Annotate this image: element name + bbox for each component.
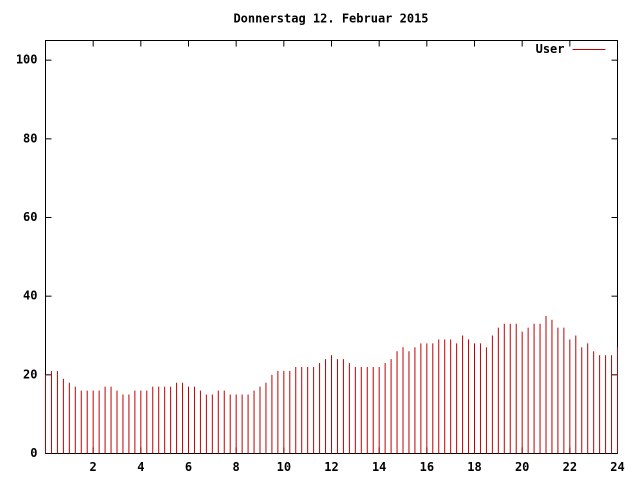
y-tick-label: 0 <box>30 446 37 460</box>
y-tick-label: 20 <box>23 367 37 381</box>
x-tick-label: 14 <box>372 460 386 474</box>
legend-label: User <box>536 42 565 56</box>
chart-title: Donnerstag 12. Februar 2015 <box>233 12 428 26</box>
x-tick-label: 20 <box>515 460 529 474</box>
x-tick-label: 2 <box>90 460 97 474</box>
x-tick-label: 16 <box>420 460 434 474</box>
x-tick-label: 18 <box>467 460 481 474</box>
x-tick-label: 4 <box>137 460 144 474</box>
x-tick-label: 10 <box>277 460 291 474</box>
x-tick-label: 24 <box>610 460 624 474</box>
y-tick-label: 80 <box>23 131 37 145</box>
y-tick-label: 60 <box>23 210 37 224</box>
x-tick-label: 12 <box>324 460 338 474</box>
y-tick-label: 40 <box>23 289 37 303</box>
x-tick-label: 22 <box>563 460 577 474</box>
x-tick-label: 8 <box>233 460 240 474</box>
x-tick-label: 6 <box>185 460 192 474</box>
y-tick-label: 100 <box>16 53 38 67</box>
